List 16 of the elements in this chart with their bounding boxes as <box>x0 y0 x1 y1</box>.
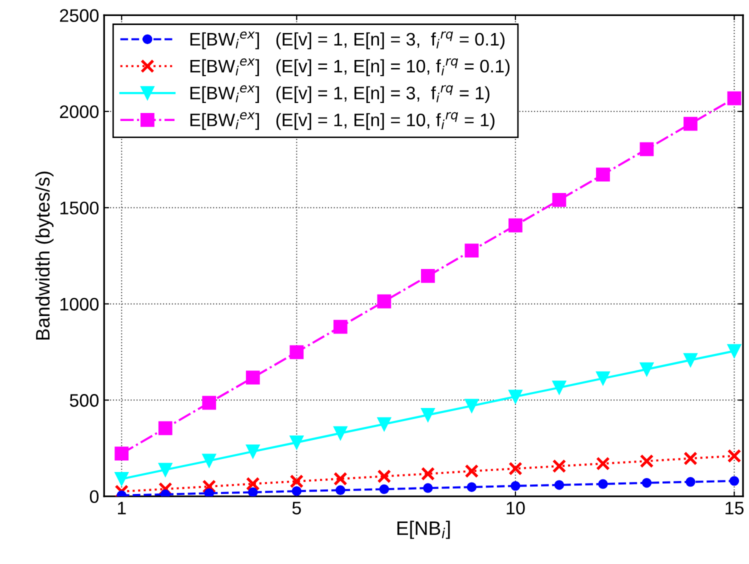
legend-label: E[BW$_{i}$$^{ex}$] (E[v] = 1, E[n] = 10, f$_{i}$$^{rq}$ = 1) <box>190 112 494 130</box>
legend-label: E[BW$_{i}$$^{ex}$] (E[v] = 1, E[n] = 10, f$_{i}$$^{rq}$ = 0.1) <box>190 58 510 76</box>
y-tick-label: 500 <box>70 394 99 407</box>
y-tick-label: 0 <box>90 490 99 504</box>
x-tick-label: 1 <box>118 502 126 514</box>
y-tick-label: 1500 <box>60 202 99 214</box>
x-tick-label: 10 <box>506 502 525 514</box>
x-tick-label: 15 <box>726 502 744 514</box>
y-tick-label: 2000 <box>60 105 99 118</box>
legend-label: E[BW$_{i}$$^{ex}$] (E[v] = 1, E[n] = 3, f$_{i}$$^{rq}$ = 1) <box>190 85 490 104</box>
x-tick-label: 5 <box>292 502 301 514</box>
y-tick-label: 1000 <box>60 298 99 311</box>
x-axis-title: E[NB$_{i}$] <box>397 520 450 539</box>
y-axis-title: Bandwidth (bytes/s) <box>35 172 54 340</box>
legend-label: E[BW$_{i}$$^{ex}$] (E[v] = 1, E[n] = 3, f$_{i}$$^{rq}$ = 0.1) <box>190 31 504 50</box>
y-tick-label: 2500 <box>60 9 99 22</box>
